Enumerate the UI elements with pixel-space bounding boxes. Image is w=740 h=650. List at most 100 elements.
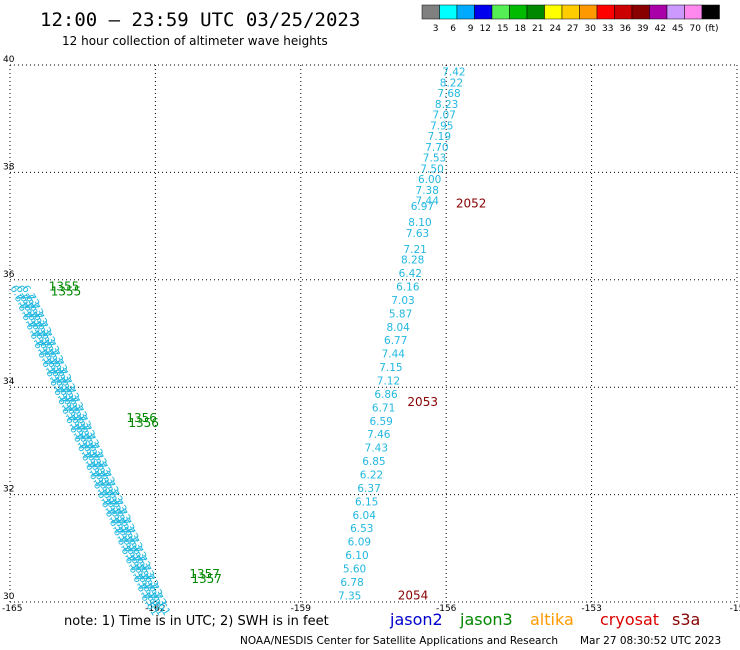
y-tick-label: 30 (3, 592, 15, 602)
wave-height-point: 5.60 (343, 563, 366, 575)
wave-height-point: 8.22 (440, 77, 463, 89)
legend-swatch (526, 4, 545, 20)
x-tick-label: -156 (436, 604, 457, 614)
pass-label: 1357 (189, 567, 220, 581)
legend-swatch (509, 4, 528, 20)
wave-height-point: 6.53 (350, 523, 373, 535)
pass-label: 2053 (407, 395, 438, 409)
wave-height-point: 8.10 (408, 217, 431, 229)
legend-label: 21 (532, 24, 543, 34)
legend-label: 6 (450, 24, 456, 34)
credit-text: NOAA/NESDIS Center for Satellite Applica… (240, 635, 558, 647)
legend-label: 3 (433, 24, 439, 34)
wave-height-point: 8.04 (386, 322, 410, 334)
wave-height-point: 7.07 (433, 110, 456, 122)
grid-lines (9, 64, 738, 603)
pass-label: 1355 (51, 285, 82, 299)
pass-label: 2054 (398, 588, 429, 602)
wave-height-point: 7.44 (416, 196, 440, 208)
x-tick-label: -15 (730, 604, 740, 614)
sat-altika: altika (530, 610, 574, 629)
legend-swatch (614, 4, 633, 20)
wave-height-point: 7.50 (420, 163, 443, 175)
wave-height-point: 6.15 (355, 496, 378, 508)
wave-height-point: 7.15 (379, 362, 402, 374)
y-tick-label: 34 (3, 377, 15, 387)
legend-swatch (474, 4, 493, 20)
legend-label: 27 (567, 24, 578, 34)
wave-height-point: 7.95 (430, 120, 453, 132)
y-tick-label: 40 (3, 55, 15, 65)
wave-height-point: 6.59 (369, 416, 392, 428)
wave-height-point: 6.77 (384, 335, 407, 347)
wave-height-point: 6.09 (348, 537, 371, 549)
legend-label: 33 (602, 24, 613, 34)
data-marks: 7.428.227.688.237.077.957.197.707.537.50… (7, 67, 465, 618)
footer-note: note: 1) Time is in UTC; 2) SWH is in fe… (64, 614, 329, 629)
legend-label: 12 (480, 24, 491, 34)
wave-height-point: 7.46 (367, 429, 391, 441)
legend-swatch (439, 4, 458, 20)
wave-height-point: 7.03 (391, 295, 414, 307)
legend-swatch (544, 4, 563, 20)
pass-label: 2052 (456, 196, 487, 210)
wave-height-point: 6.85 (362, 456, 385, 468)
wave-height-point: 7.42 (442, 67, 465, 79)
wave-height-point: 6.04 (353, 510, 377, 522)
wave-height-point: 7.68 (437, 88, 460, 100)
legend-label: 24 (550, 24, 562, 34)
wave-height-point: 8.28 (401, 255, 424, 267)
wave-height-point: 6.16 (396, 282, 420, 294)
legend-swatch (561, 4, 580, 20)
x-tick-label: -159 (291, 604, 312, 614)
x-tick-label: -165 (2, 604, 22, 614)
wave-height-point: 7.12 (377, 376, 400, 388)
pass-label: 1355 (49, 280, 80, 294)
legend-label: 9 (468, 24, 474, 34)
timestamp-text: Mar 27 08:30:52 UTC 2023 (580, 635, 721, 647)
wave-height-point: 5.87 (389, 308, 412, 320)
legend-swatch (701, 4, 720, 20)
pass-label: 1357 (191, 572, 222, 586)
wave-height-point: 6.22 (360, 469, 383, 481)
legend-label: 42 (655, 24, 666, 34)
wave-height-point: 6.78 (340, 577, 363, 589)
legend-swatch (596, 4, 615, 20)
wave-height-point: 7.44 (382, 349, 406, 361)
legend-swatch (684, 4, 703, 20)
legend-label: 70 (690, 24, 702, 34)
legend-swatch (491, 4, 510, 20)
wave-height-point: 7.63 (406, 228, 429, 240)
wave-height-point: 7.53 (423, 153, 446, 165)
wave-height-point: 6.37 (357, 483, 380, 495)
legend-label: 30 (585, 24, 597, 34)
chart-title: 12:00 – 23:59 UTC 03/25/2023 (40, 9, 360, 31)
legend-label: 18 (515, 24, 527, 34)
wave-height-point: 6.97 (411, 201, 434, 213)
pass-label: 1356 (128, 416, 159, 430)
wave-height-point: 7.19 (428, 131, 451, 143)
legend-label: 36 (620, 24, 632, 34)
wave-height-point: 6.10 (345, 550, 368, 562)
legend-swatch (666, 4, 685, 20)
wave-height-point: 7.21 (403, 244, 426, 256)
wave-height-point: 6.42 (399, 268, 422, 280)
chart-subtitle: 12 hour collection of altimeter wave hei… (62, 34, 328, 48)
pass-label: 1356 (126, 411, 157, 425)
wave-height-point: 6.71 (372, 402, 395, 414)
legend-swatch (631, 4, 650, 20)
wave-height-point: 7.35 (338, 590, 361, 602)
wave-height-point: 6.86 (374, 389, 398, 401)
sat-jason2: jason2 (389, 610, 443, 629)
legend-swatch (579, 4, 598, 20)
wave-height-point: 7.38 (416, 185, 439, 197)
legend-swatch (649, 4, 668, 20)
y-tick-label: 36 (3, 270, 15, 280)
sat-cryosat: cryosat (600, 610, 659, 629)
axis-tick-labels: -165 -162 -159 -156 -153 -15 30 32 34 36 38 40 (2, 55, 740, 614)
wave-height-point: 7.70 (425, 142, 448, 154)
sat-jason3: jason3 (459, 610, 513, 629)
legend-swatch (421, 4, 440, 20)
color-legend: 3 6 9 12 15 18 21 24 27 30 33 36 39 42 45 70 (ft) (421, 4, 720, 34)
